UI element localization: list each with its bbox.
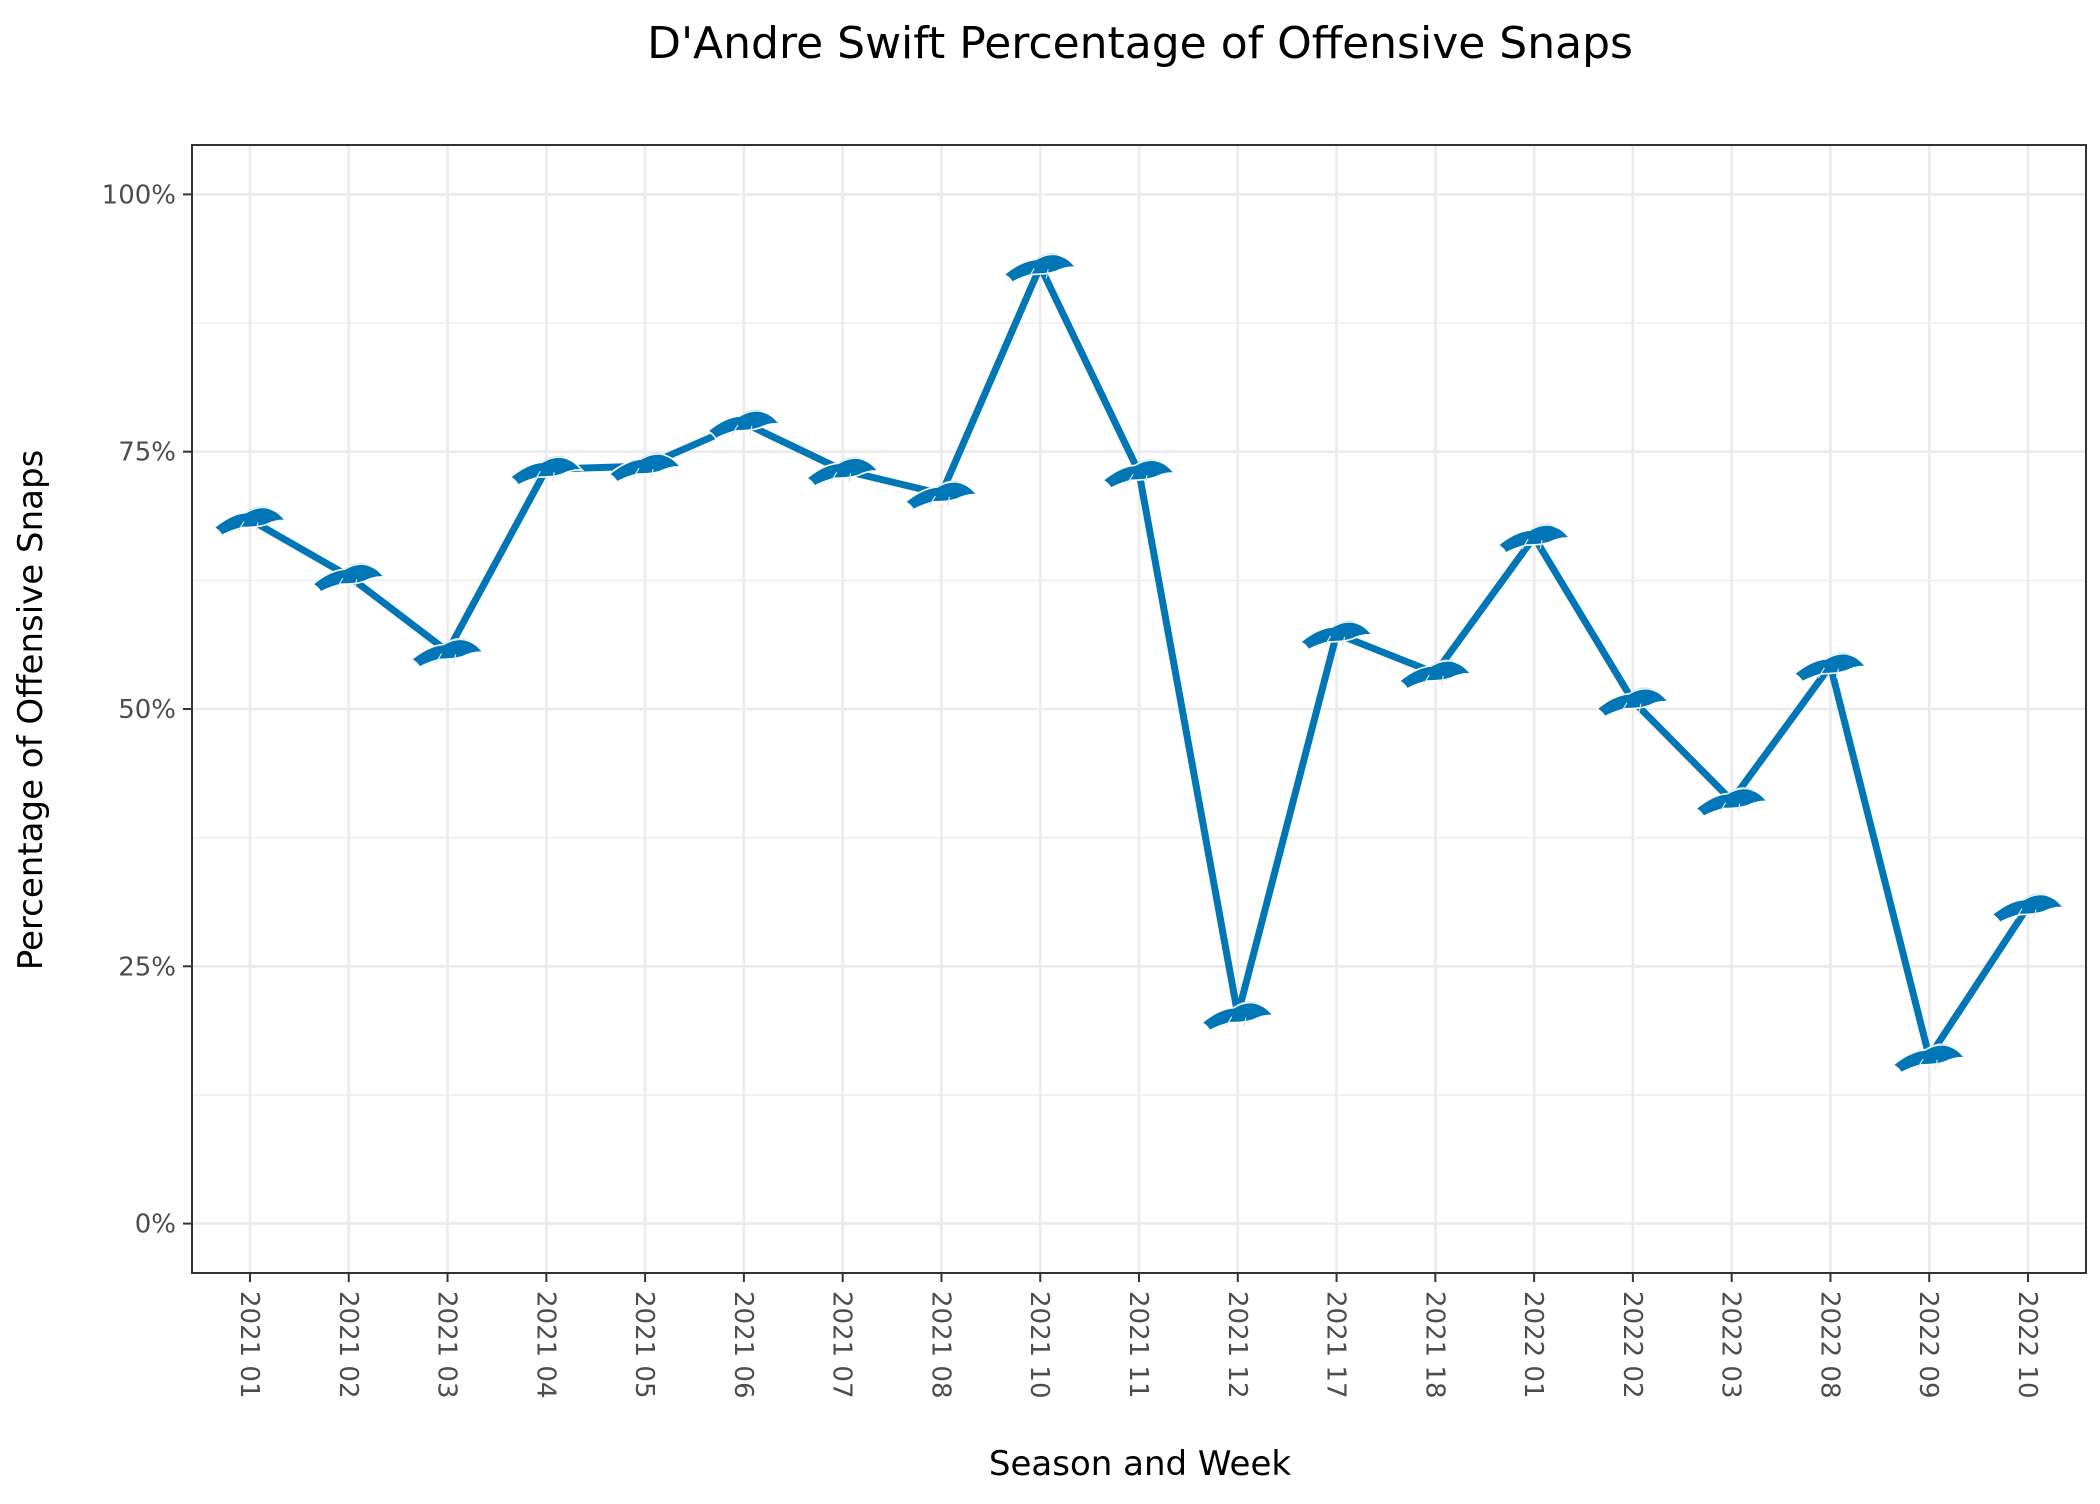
y-axis-title: Percentage of Offensive Snaps: [11, 450, 51, 971]
x-tick-label: 2021 03: [432, 1291, 462, 1399]
x-tick-label: 2021 11: [1123, 1291, 1153, 1399]
x-axis-title: Season and Week: [989, 1444, 1291, 1484]
x-tick-label: 2022 09: [1913, 1291, 1943, 1399]
lions-logo-detail: [928, 480, 960, 507]
data-point-marker: [1595, 687, 1672, 718]
data-markers: [212, 253, 2067, 1075]
x-tick-label: 2021 01: [234, 1291, 264, 1399]
lions-logo-detail: [830, 456, 861, 483]
x-tick-label: 2021 12: [1222, 1291, 1252, 1399]
data-point-marker: [904, 480, 980, 512]
data-point-marker: [805, 456, 881, 488]
x-tick-label: 2021 18: [1419, 1291, 1449, 1399]
y-tick-label: 100%: [102, 180, 176, 210]
x-tick-label: 2021 06: [728, 1291, 758, 1399]
lions-logo-detail: [1225, 1001, 1256, 1028]
chart-title: D'Andre Swift Percentage of Offensive Sn…: [647, 18, 1633, 69]
data-point-marker: [1793, 652, 1869, 683]
data-point-marker: [1397, 659, 1474, 691]
x-tick-label: 2021 08: [925, 1291, 955, 1399]
lions-logo-detail: [1027, 253, 1059, 279]
x-tick-label: 2021 05: [629, 1291, 659, 1399]
data-point-marker: [1990, 893, 2067, 924]
lions-logo-detail: [237, 506, 269, 532]
data-point-marker: [1496, 523, 1573, 555]
y-tick-label: 25%: [118, 952, 176, 982]
lions-logo-detail: [1422, 659, 1454, 686]
x-tick-label: 2022 01: [1518, 1291, 1548, 1399]
lions-logo-detail: [435, 638, 466, 664]
grid-lines: [192, 145, 2086, 1273]
data-point-marker: [212, 506, 289, 537]
lions-logo-detail: [1719, 787, 1750, 813]
data-point-marker: [1002, 253, 1079, 284]
lions-logo-detail: [336, 562, 367, 589]
lions-logo-detail: [533, 455, 565, 482]
lions-logo-detail: [1126, 458, 1158, 485]
data-point-marker: [1200, 1001, 1277, 1032]
x-tick-label: 2021 07: [827, 1291, 857, 1399]
x-tick-label: 2022 02: [1617, 1291, 1647, 1399]
data-point-marker: [1101, 458, 1178, 490]
lions-logo-detail: [1916, 1043, 1948, 1070]
y-tick-label: 0%: [135, 1210, 176, 1240]
y-tick-label: 75%: [118, 438, 176, 468]
data-point-marker: [508, 455, 585, 487]
y-axis: 0% 25% 50% 75% 100%: [102, 180, 192, 1240]
lions-logo-detail: [2015, 893, 2047, 919]
lions-logo-detail: [1620, 687, 1652, 714]
lions-logo-detail: [1817, 652, 1849, 679]
data-point-marker: [1299, 620, 1375, 652]
lions-logo-detail: [1521, 523, 1553, 550]
y-tick-label: 50%: [118, 695, 176, 725]
data-point-marker: [1694, 787, 1770, 818]
x-tick-label: 2021 17: [1321, 1291, 1351, 1399]
x-tick-label: 2021 10: [1024, 1291, 1054, 1399]
lions-logo-detail: [731, 409, 763, 436]
data-point-marker: [607, 452, 684, 484]
x-axis: 2021 01 2021 02 2021 03 2021 04 2021 05 2021 …: [234, 1273, 2042, 1399]
data-point-marker: [410, 638, 486, 669]
data-point-marker: [1891, 1043, 1968, 1075]
data-point-marker: [706, 409, 783, 441]
x-tick-label: 2021 04: [530, 1291, 560, 1399]
data-point-marker: [311, 562, 388, 594]
x-tick-label: 2022 10: [2012, 1291, 2042, 1399]
x-tick-label: 2022 03: [1716, 1291, 1746, 1399]
lions-logo-detail: [632, 452, 664, 479]
x-tick-label: 2021 02: [333, 1291, 363, 1399]
lions-logo-detail: [1324, 620, 1355, 647]
x-tick-label: 2022 08: [1814, 1291, 1844, 1399]
